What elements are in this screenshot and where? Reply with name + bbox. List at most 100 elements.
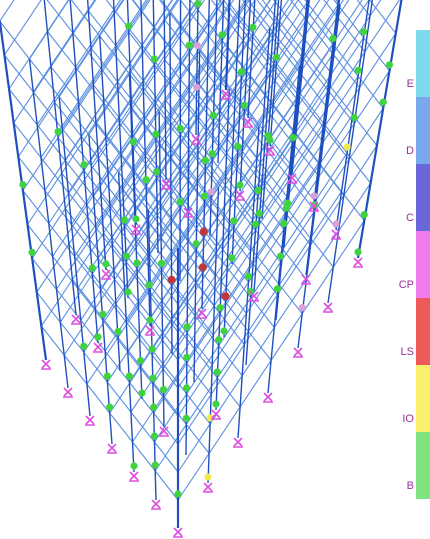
beam <box>61 121 97 174</box>
column <box>129 70 133 110</box>
hinge-marker <box>194 0 202 8</box>
column <box>348 123 355 160</box>
beam <box>246 21 281 72</box>
column <box>343 159 350 196</box>
beam <box>163 395 187 425</box>
column <box>247 75 252 119</box>
beam <box>104 301 139 352</box>
column <box>148 239 151 269</box>
beam <box>109 412 133 443</box>
column <box>128 382 132 413</box>
beam <box>29 58 60 98</box>
support-icon <box>243 117 253 128</box>
beam <box>57 84 94 139</box>
beam <box>128 0 151 33</box>
column <box>88 134 92 166</box>
hinge-marker-collapse <box>199 227 208 236</box>
beam <box>64 208 91 240</box>
beam <box>256 0 278 26</box>
hinge-marker <box>350 114 358 122</box>
beam <box>149 210 189 269</box>
beam <box>94 261 127 309</box>
beam <box>177 364 213 417</box>
column <box>161 332 164 364</box>
support-icon <box>85 415 95 426</box>
beam <box>336 0 350 18</box>
hinge-marker <box>228 254 236 262</box>
column <box>223 185 226 218</box>
hinge-marker <box>183 384 191 392</box>
beam <box>348 107 384 160</box>
beam <box>135 183 172 237</box>
column <box>197 117 200 151</box>
column <box>298 57 304 96</box>
beam <box>187 184 226 242</box>
beam <box>298 95 325 128</box>
beam <box>327 37 365 92</box>
column <box>252 230 257 264</box>
beam <box>17 101 56 158</box>
beam <box>223 216 252 252</box>
support-icon <box>161 179 171 190</box>
beam <box>100 236 137 290</box>
beam <box>92 31 130 86</box>
beam <box>179 97 207 132</box>
column <box>87 10 92 48</box>
support-icon <box>191 134 201 145</box>
beam <box>130 411 155 443</box>
beam <box>56 239 91 290</box>
beam <box>282 249 307 280</box>
beam <box>179 0 191 13</box>
column <box>295 65 301 99</box>
beam <box>199 0 235 52</box>
column <box>51 256 58 290</box>
beam <box>56 288 82 321</box>
column <box>332 16 339 54</box>
beam <box>154 102 181 135</box>
column <box>332 231 340 268</box>
beam <box>74 203 111 257</box>
beam <box>247 284 280 332</box>
beam <box>128 12 171 75</box>
beam <box>274 1 304 39</box>
hinge-marker <box>310 192 318 200</box>
legend-band-cp <box>416 231 430 298</box>
beam <box>180 0 198 25</box>
beam <box>71 232 104 280</box>
hinge-marker <box>236 181 244 189</box>
column <box>216 187 220 217</box>
beam <box>160 237 189 273</box>
column <box>226 232 230 268</box>
column <box>50 66 56 103</box>
beam <box>115 0 147 46</box>
column <box>305 245 312 280</box>
column <box>116 81 120 118</box>
hinge-marker <box>137 356 145 365</box>
column <box>307 0 310 13</box>
beam <box>119 142 161 203</box>
beam <box>241 150 266 181</box>
beam <box>80 319 106 352</box>
column <box>213 44 217 84</box>
beam <box>275 62 301 94</box>
beam <box>13 66 52 124</box>
beam <box>256 255 280 286</box>
beam <box>257 196 285 230</box>
beam <box>353 70 390 124</box>
column <box>198 50 201 85</box>
support-icon <box>265 145 275 156</box>
beam <box>83 351 108 383</box>
hinge-marker <box>207 188 215 196</box>
column <box>351 76 359 115</box>
column <box>224 152 228 186</box>
column <box>241 111 245 152</box>
support-icon <box>235 190 245 201</box>
beam <box>156 168 189 216</box>
corner-column <box>0 21 48 361</box>
hinge-marker <box>220 327 228 335</box>
column <box>236 24 240 60</box>
beam <box>148 290 173 321</box>
column <box>327 44 334 84</box>
beam <box>75 9 115 68</box>
